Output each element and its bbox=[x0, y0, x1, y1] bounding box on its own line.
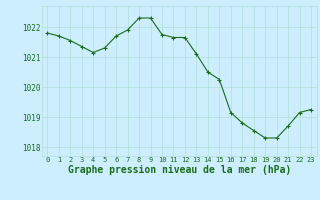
X-axis label: Graphe pression niveau de la mer (hPa): Graphe pression niveau de la mer (hPa) bbox=[68, 165, 291, 175]
